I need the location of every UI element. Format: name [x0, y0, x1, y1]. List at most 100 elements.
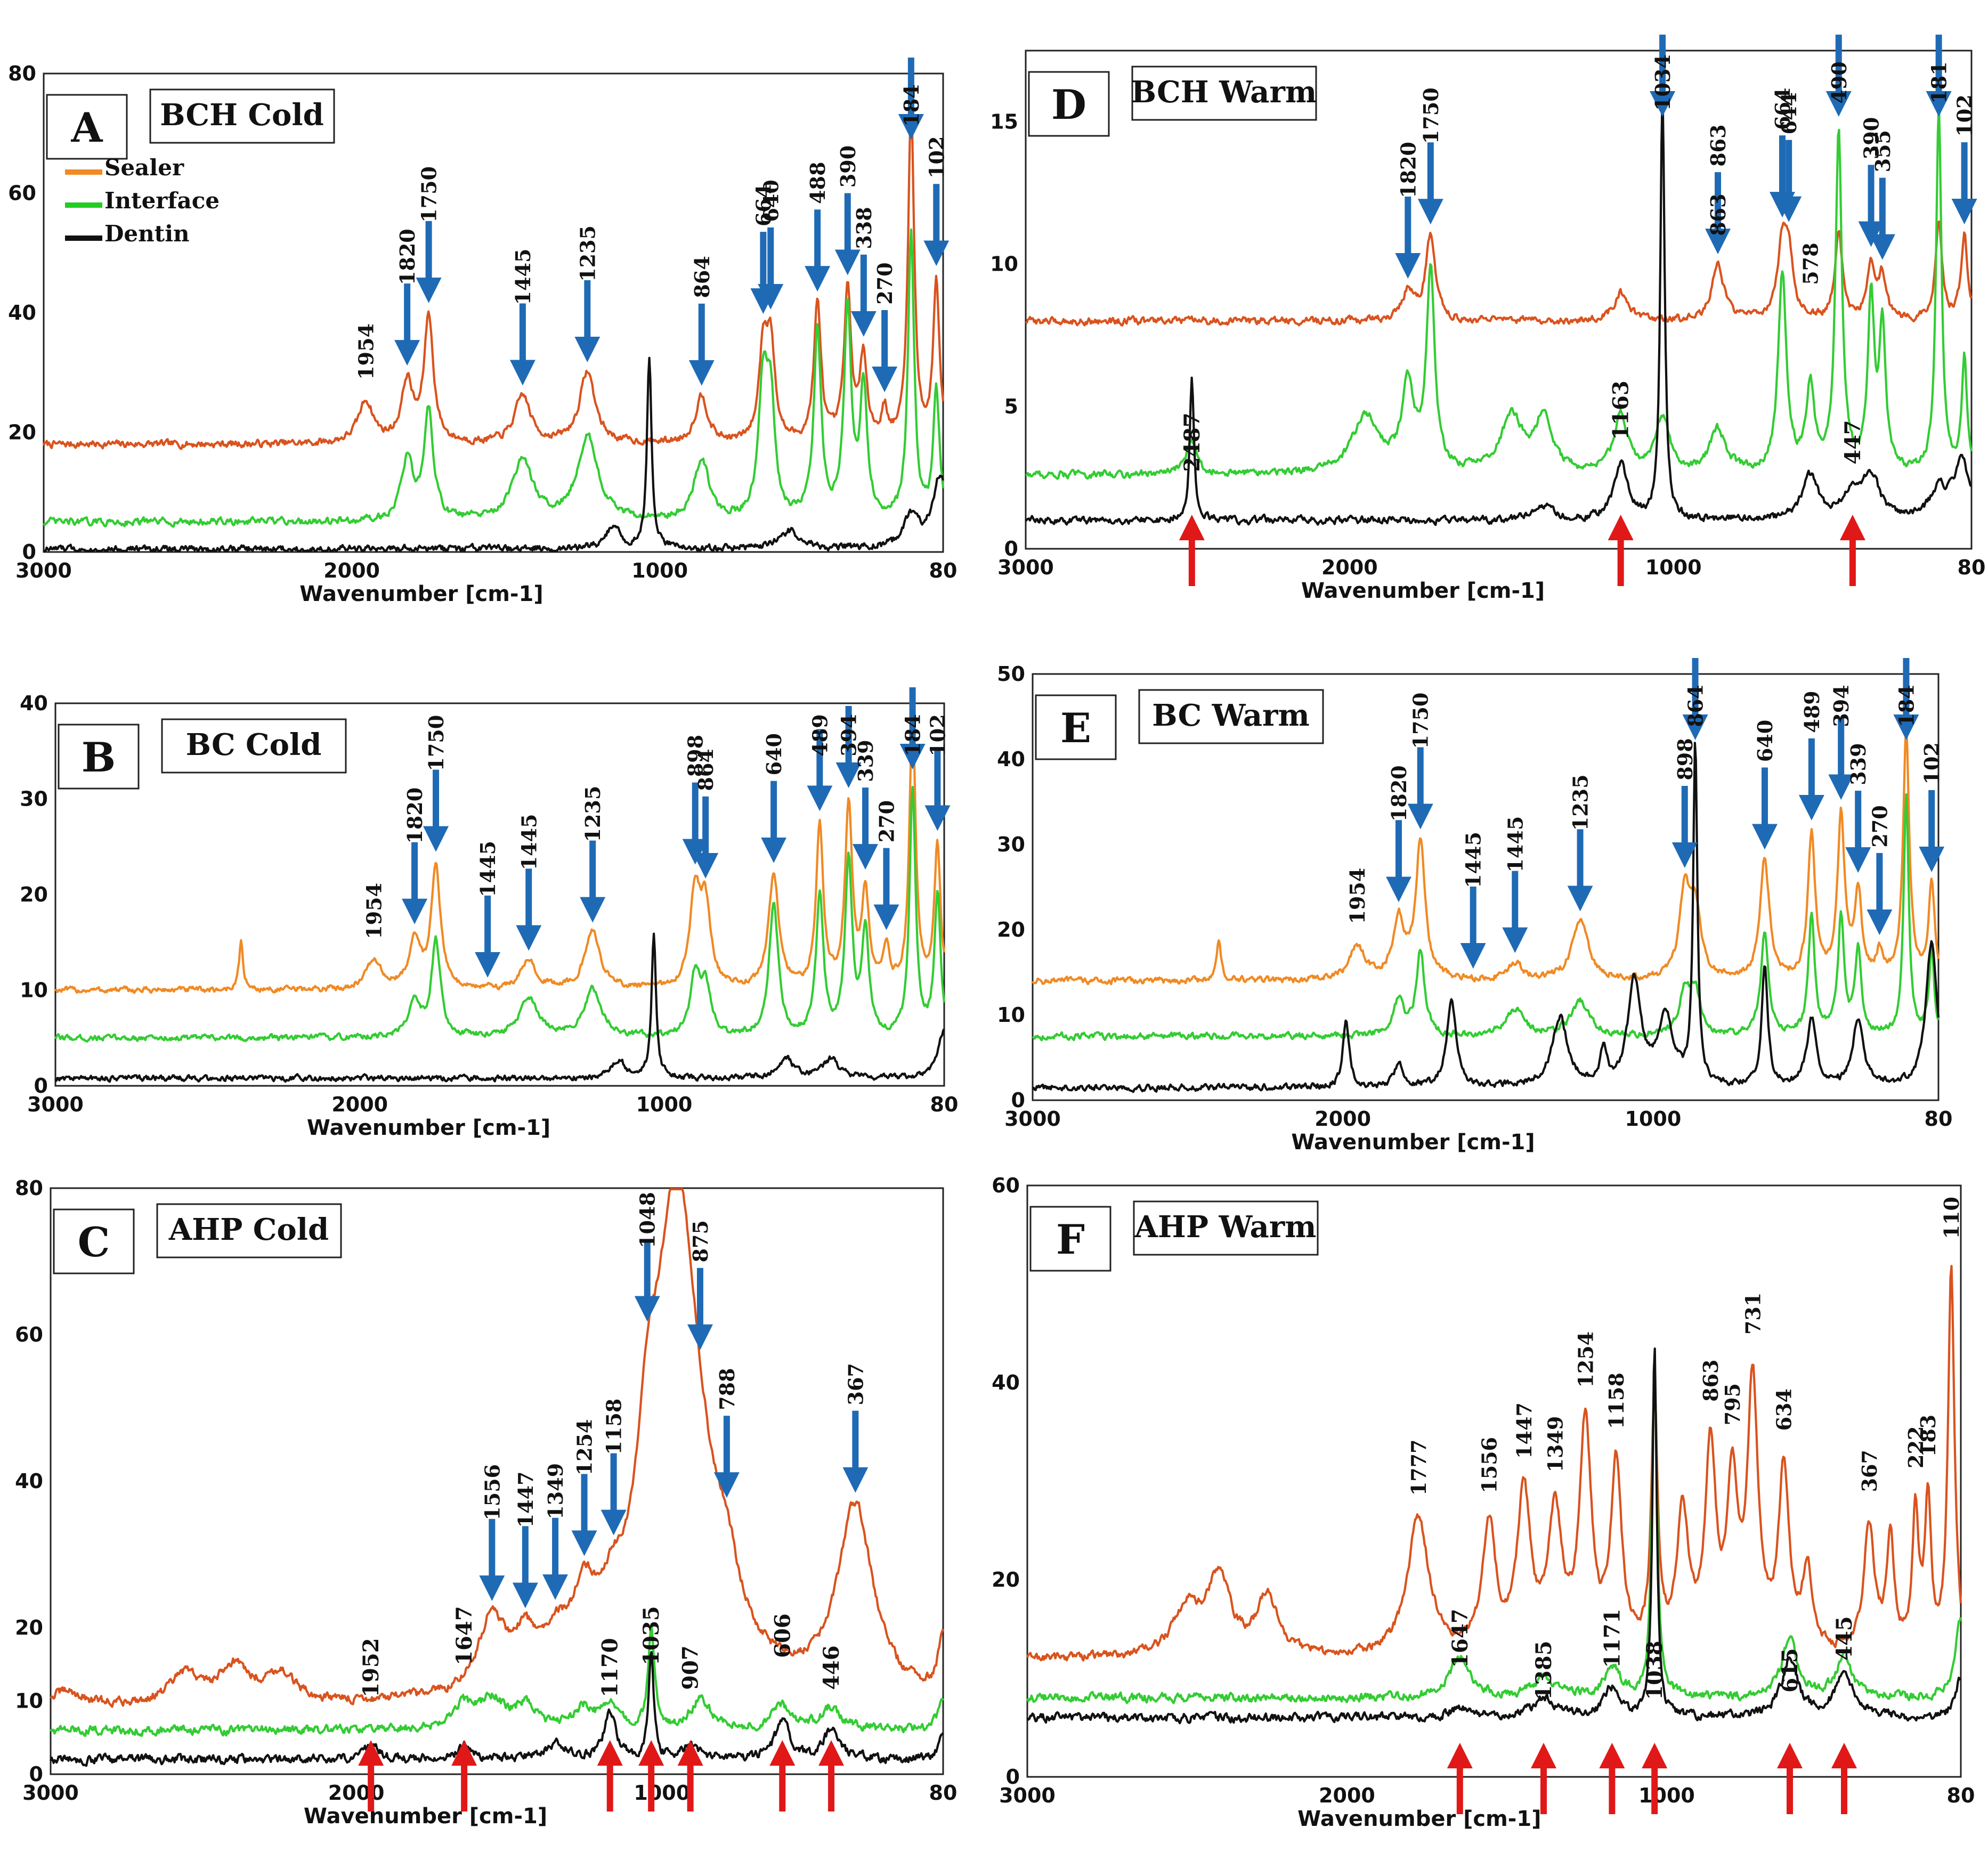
y-tick-label: 40 [997, 748, 1025, 771]
peak-label: 1445 [511, 249, 535, 305]
y-tick-label: 0 [34, 1074, 48, 1098]
peak-label: 367 [1857, 1450, 1881, 1492]
peak-label: 1349 [1544, 1416, 1568, 1473]
panel-title-box [156, 1203, 342, 1258]
panel-c: 3000 2000 1000 80 0 10 20 40 60 80 Wavenumber [cm-… [15, 1176, 957, 1829]
y-tick-label: 40 [8, 301, 36, 324]
x-tick-label: 1000 [634, 1781, 690, 1805]
y-tick-label: 50 [997, 662, 1025, 686]
panel-letter: F [1056, 1216, 1085, 1263]
series-line-sealer [1032, 725, 1940, 986]
y-tick-label: 80 [8, 62, 36, 85]
y-tick-label: 40 [15, 1469, 43, 1493]
series-line-dentin [1026, 1347, 1962, 1725]
panel-letter: B [82, 734, 116, 781]
panel-title: BCH Cold [160, 98, 324, 133]
peak-label: 489 [808, 714, 832, 756]
series-line-interface [54, 786, 946, 1043]
peak-label: 490 [1827, 61, 1851, 103]
peak-label: 394 [837, 714, 861, 756]
peak-label: 338 [852, 207, 876, 249]
y-tick-label: 40 [992, 1371, 1020, 1394]
panel-title-box [1138, 689, 1324, 744]
panel-a: 3000 2000 1000 80 0 20 40 60 80 Wavenumber [cm-1]… [8, 58, 957, 606]
peak-label: 615 [1778, 1648, 1803, 1693]
peak-label: 640 [762, 733, 786, 775]
peak-label: 390 [1860, 117, 1884, 159]
peak-label: 102 [1953, 94, 1977, 136]
peak-label: 222 [1904, 1426, 1928, 1468]
peak-label: 355 [1871, 130, 1895, 172]
peak-label: 1750 [1419, 87, 1443, 144]
peak-label: 864 [690, 256, 714, 298]
peak-label: 1171 [1600, 1609, 1625, 1668]
panel-d: 3000 2000 1000 80 0 5 10 15 Wavenumber [cm-1] D BC… [990, 35, 1985, 603]
legend-label: Sealer [104, 155, 184, 181]
peak-label: 898 [1673, 738, 1697, 780]
y-tick-label: 60 [8, 182, 36, 205]
peak-label: 1750 [424, 715, 448, 771]
legend-label: Dentin [104, 221, 190, 247]
peak-label: 184 [1894, 685, 1918, 727]
peak-label: 1235 [575, 225, 599, 282]
y-tick-label: 5 [1004, 395, 1018, 418]
peak-label: 1445 [476, 841, 500, 897]
series-line-sealer [50, 1188, 944, 1708]
y-tick-label: 0 [29, 1762, 43, 1786]
peak-label: 1447 [514, 1472, 538, 1528]
peak-label: 102 [926, 714, 950, 756]
peak-label: 1445 [517, 814, 541, 871]
peak-label: 1349 [543, 1463, 567, 1520]
panel-title: BC Warm [1152, 698, 1310, 733]
x-tick-label: 80 [1925, 1107, 1953, 1131]
peak-label: 1647 [452, 1606, 477, 1665]
series-line-sealer [1025, 220, 1973, 327]
x-tick-label: 2000 [1314, 1107, 1371, 1131]
panel-b: 3000 2000 1000 80 0 10 20 30 40 Wavenumber [cm-1]… [20, 687, 958, 1140]
peak-label: 1445 [1503, 816, 1527, 873]
panel-f: 3000 2000 1000 80 0 20 40 60 Wavenumber [cm-1] F A… [992, 1174, 1975, 1831]
peak-label: 898 [684, 735, 708, 777]
peak-label: 1170 [598, 1638, 623, 1697]
y-tick-label: 10 [997, 1003, 1025, 1027]
series-line-sealer [43, 105, 945, 450]
y-tick-label: 40 [20, 692, 48, 715]
x-tick-label: 2000 [331, 1093, 388, 1116]
peak-label: 1254 [1574, 1331, 1598, 1388]
panel-title: AHP Cold [168, 1212, 329, 1247]
panel-title-box [1133, 1200, 1319, 1256]
x-tick-label: 3000 [1004, 1107, 1061, 1131]
x-tick-label: 3000 [999, 1784, 1056, 1807]
peak-label: 1235 [1569, 774, 1593, 831]
peak-label: 1235 [581, 786, 605, 842]
peak-label: 1820 [395, 229, 419, 285]
y-tick-label: 60 [992, 1174, 1020, 1197]
peak-label: 1820 [403, 787, 427, 844]
x-tick-label: 2000 [328, 1781, 385, 1805]
x-tick-label: 2000 [323, 559, 380, 582]
panel-letter-box [53, 1208, 135, 1274]
peak-label: 489 [1800, 691, 1824, 733]
x-tick-label: 3000 [22, 1781, 79, 1805]
peak-label: 795 [1721, 1383, 1744, 1425]
peak-label: 339 [854, 740, 878, 782]
peak-label: 731 [1741, 1293, 1765, 1335]
x-axis-label: Wavenumber [cm-1] [304, 1804, 547, 1829]
peak-label: 640 [759, 180, 783, 222]
series-line-interface [1025, 102, 1973, 480]
plot-frame [1032, 673, 1940, 1101]
peak-label: 1163 [1609, 380, 1634, 440]
y-tick-label: 0 [1004, 537, 1018, 561]
y-tick-label: 20 [997, 918, 1025, 941]
panel-letter-box [58, 724, 140, 790]
peak-label: 1048 [636, 1192, 660, 1248]
x-axis-label: Wavenumber [cm-1] [1291, 1130, 1535, 1155]
panel-e: 3000 2000 1000 80 0 10 20 30 40 50 Wavenumber [cm-… [997, 658, 1952, 1155]
peak-label: 1385 [1531, 1640, 1556, 1700]
y-tick-label: 0 [1011, 1089, 1025, 1112]
peak-label: 1777 [1407, 1439, 1431, 1496]
peak-label: 184 [899, 84, 923, 126]
series-line-interface [1026, 1371, 1962, 1704]
peak-label: 1254 [573, 1419, 597, 1476]
